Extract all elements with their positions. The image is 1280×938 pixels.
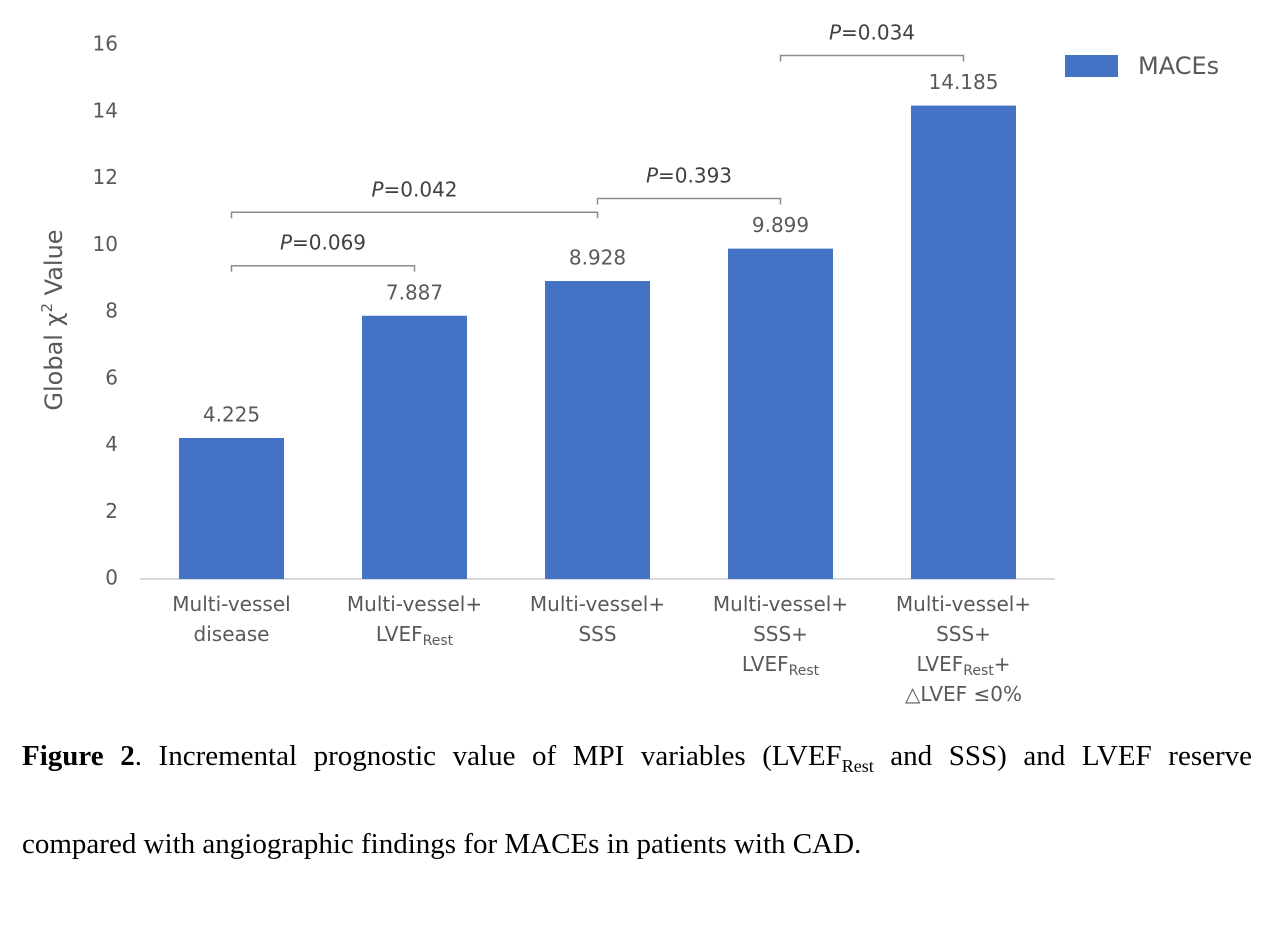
value-label: 7.887: [386, 280, 443, 304]
x-tick-text: Multi-vessel: [172, 592, 290, 616]
x-tick-text: SSS+: [936, 622, 991, 646]
x-tick-text: SSS+: [753, 622, 808, 646]
x-tick-label: SSS+: [753, 622, 808, 646]
annotation-italic: P: [280, 230, 293, 254]
y-tick-label: 0: [105, 566, 118, 590]
x-tick-label: SSS+: [936, 622, 991, 646]
x-tick-text: LVEF: [916, 652, 963, 676]
x-tick-label: Multi-vessel: [172, 592, 290, 616]
annotation-text: =0.034: [841, 20, 915, 44]
x-tick-text: Multi-vessel+: [347, 592, 482, 616]
bracket: [230, 211, 599, 219]
y-label-text: Value: [40, 229, 68, 303]
annotation-text: =0.393: [658, 163, 732, 187]
x-tick-sub: Rest: [789, 663, 820, 679]
x-tick-label: Multi-vessel+: [713, 592, 848, 616]
x-tick-text: Multi-vessel+: [896, 592, 1031, 616]
x-tick-sub: Rest: [423, 633, 454, 649]
annotation: P=0.393: [646, 163, 732, 187]
annotation-italic: P: [829, 20, 842, 44]
bar: [179, 437, 284, 579]
x-tick-label: Multi-vessel+: [347, 592, 482, 616]
caption-sub: Rest: [841, 755, 874, 776]
x-tick-text: disease: [194, 622, 270, 646]
annotation: P=0.034: [829, 20, 915, 44]
y-tick-label: 4: [105, 432, 118, 456]
x-tick-text: LVEF: [376, 622, 423, 646]
y-label-sup: 2: [38, 303, 56, 313]
x-tick-text: Multi-vessel+: [713, 592, 848, 616]
bracket: [230, 264, 416, 272]
x-tick-label: disease: [194, 622, 270, 646]
value-label: 8.928: [569, 246, 626, 270]
annotation: P=0.042: [371, 177, 457, 201]
bar: [911, 105, 1016, 579]
x-tick-text: △LVEF ≤0%: [905, 682, 1022, 706]
y-tick-label: 2: [105, 499, 118, 523]
annotation-italic: P: [646, 163, 659, 187]
x-tick-label: Multi-vessel+: [530, 592, 665, 616]
x-tick-text: +: [994, 652, 1011, 676]
bracket: [596, 197, 782, 205]
caption-text: and SSS) and LVEF reserve: [873, 740, 1253, 772]
caption-line: compared with angiographic findings for …: [22, 828, 862, 860]
bar: [362, 315, 467, 579]
y-tick-label: 6: [105, 365, 118, 389]
x-tick-label: LVEFRest: [376, 622, 454, 650]
bar: [728, 248, 833, 579]
value-label: 14.185: [929, 70, 999, 94]
bar: [545, 281, 650, 579]
y-tick-label: 14: [93, 98, 118, 122]
y-tick-label: 12: [93, 165, 118, 189]
x-tick-label: LVEFRest: [742, 652, 820, 680]
y-label-text: Global χ: [40, 312, 68, 410]
annotation-italic: P: [371, 177, 384, 201]
x-tick-label: LVEFRest+: [916, 652, 1010, 680]
x-tick-text: Multi-vessel+: [530, 592, 665, 616]
bracket: [779, 54, 965, 62]
x-tick-sub: Rest: [963, 663, 994, 679]
annotation-text: =0.042: [384, 177, 458, 201]
x-tick-label: △LVEF ≤0%: [905, 682, 1022, 706]
y-tick-label: 10: [93, 232, 118, 256]
caption-line: Figure 2. Incremental prognostic value o…: [22, 740, 1252, 777]
x-tick-label: SSS: [578, 622, 616, 646]
value-label: 4.225: [203, 402, 260, 426]
x-tick-text: LVEF: [742, 652, 789, 676]
y-axis-label: Global χ2 Value: [38, 229, 69, 410]
annotation-text: =0.069: [292, 230, 366, 254]
x-tick-text: SSS: [578, 622, 616, 646]
caption-bold: Figure 2: [22, 740, 135, 772]
caption-text: . Incremental prognostic value of MPI va…: [134, 740, 842, 772]
legend-swatch: [1065, 55, 1118, 77]
x-tick-label: Multi-vessel+: [896, 592, 1031, 616]
value-label: 9.899: [752, 213, 809, 237]
y-tick-label: 8: [105, 299, 118, 323]
legend-label: MACEs: [1138, 52, 1219, 80]
chart: Global χ2 Value 0246810121416Multi-vesse…: [38, 20, 1220, 706]
y-tick-label: 16: [93, 32, 118, 56]
annotation: P=0.069: [280, 230, 366, 254]
